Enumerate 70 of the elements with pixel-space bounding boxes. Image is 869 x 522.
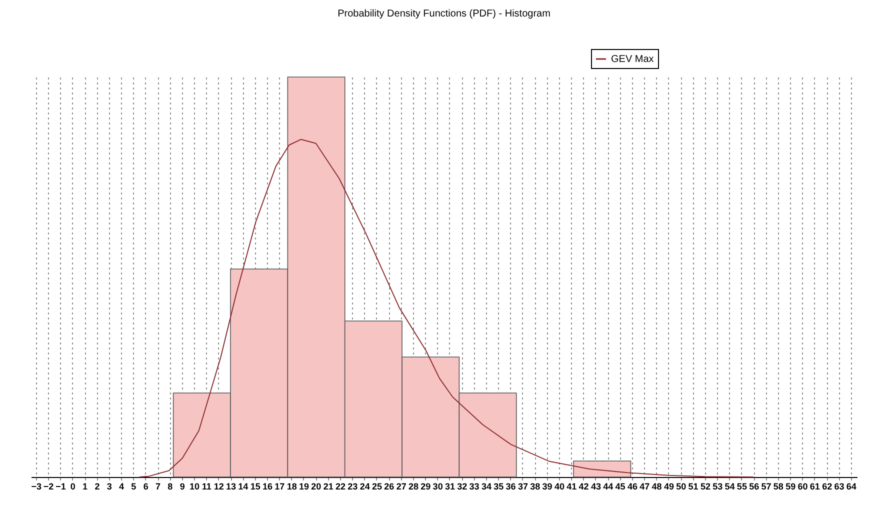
x-tick-label: 10	[190, 482, 200, 492]
x-tick-label: 58	[773, 482, 784, 492]
x-tick-label: 60	[798, 482, 808, 492]
x-tick-label: 18	[286, 482, 297, 492]
x-tick-label: 23	[348, 482, 358, 492]
x-tick-label: 36	[506, 482, 516, 492]
x-tick-label: 47	[640, 482, 650, 492]
x-tick-label: 14	[238, 482, 248, 492]
x-tick-label: 54	[724, 482, 735, 492]
x-tick-label: 45	[615, 482, 626, 492]
x-tick-label: −1	[56, 482, 66, 492]
x-tick-label: 50	[676, 482, 686, 492]
x-tick-label: 57	[761, 482, 772, 492]
x-tick-label: 11	[202, 482, 212, 492]
x-tick-label: 27	[396, 482, 406, 492]
x-tick-label: 39	[542, 482, 552, 492]
x-tick-label: 25	[372, 482, 382, 492]
x-tick-label: 3	[106, 482, 112, 492]
x-tick-label: −2	[43, 482, 54, 492]
x-tick-label: 62	[822, 482, 832, 492]
x-tick-label: 42	[578, 482, 589, 492]
x-tick-label: 63	[834, 482, 844, 492]
x-tick-label: 15	[250, 482, 260, 492]
x-tick-label: −3	[31, 482, 42, 492]
x-tick-label: 61	[810, 482, 820, 492]
x-tick-label: 40	[554, 482, 564, 492]
x-tick-label: 30	[432, 482, 443, 492]
x-tick-label: 51	[688, 482, 698, 492]
x-tick-label: 2	[94, 482, 100, 492]
x-tick-label: 48	[652, 482, 662, 492]
x-tick-label: 13	[226, 482, 236, 492]
x-tick-label: 12	[214, 482, 224, 492]
x-tick-label: 24	[360, 482, 370, 492]
x-tick-label: 19	[298, 482, 310, 492]
x-tick-label: 55	[736, 482, 747, 492]
x-tick-label: 26	[384, 482, 394, 492]
x-tick-label: 59	[786, 482, 796, 492]
x-tick-label: 44	[603, 482, 614, 492]
x-tick-label: 64	[846, 482, 856, 492]
x-tick-label: 35	[494, 482, 504, 492]
x-tick-label: 33	[469, 482, 480, 492]
legend-label: GEV Max	[611, 54, 654, 65]
x-tick-label: 53	[712, 482, 723, 492]
x-tick-label: 8	[168, 482, 173, 492]
x-tick-label: 4	[119, 482, 124, 492]
x-tick-label: 21	[323, 482, 334, 492]
x-tick-label: 0	[70, 482, 76, 492]
x-tick-label: 22	[335, 482, 346, 492]
x-tick-label: 37	[518, 482, 528, 492]
x-tick-label: 29	[420, 482, 431, 492]
x-tick-label: 7	[156, 482, 161, 492]
x-tick-label: 1	[82, 482, 88, 492]
x-tick-label: 31	[444, 482, 455, 492]
x-tick-label: 32	[457, 482, 468, 492]
x-tick-label: 6	[143, 482, 148, 492]
x-tick-label: 52	[700, 482, 710, 492]
chart-title: Probability Density Functions (PDF) - Histogram	[338, 8, 550, 20]
x-tick-label: 43	[590, 482, 601, 492]
x-tick-label: 9	[180, 482, 185, 492]
x-tick-label: 17	[274, 482, 285, 492]
x-tick-label: 5	[131, 482, 136, 492]
x-tick-label: 16	[262, 482, 273, 492]
x-tick-label: 28	[408, 482, 418, 492]
x-tick-label: 46	[627, 482, 638, 492]
x-tick-label: 34	[481, 482, 492, 492]
x-tick-label: 41	[566, 482, 577, 492]
x-tick-label: 56	[749, 482, 760, 492]
x-tick-label: 20	[311, 482, 322, 492]
x-tick-label: 49	[664, 482, 674, 492]
x-tick-label: 38	[530, 482, 540, 492]
